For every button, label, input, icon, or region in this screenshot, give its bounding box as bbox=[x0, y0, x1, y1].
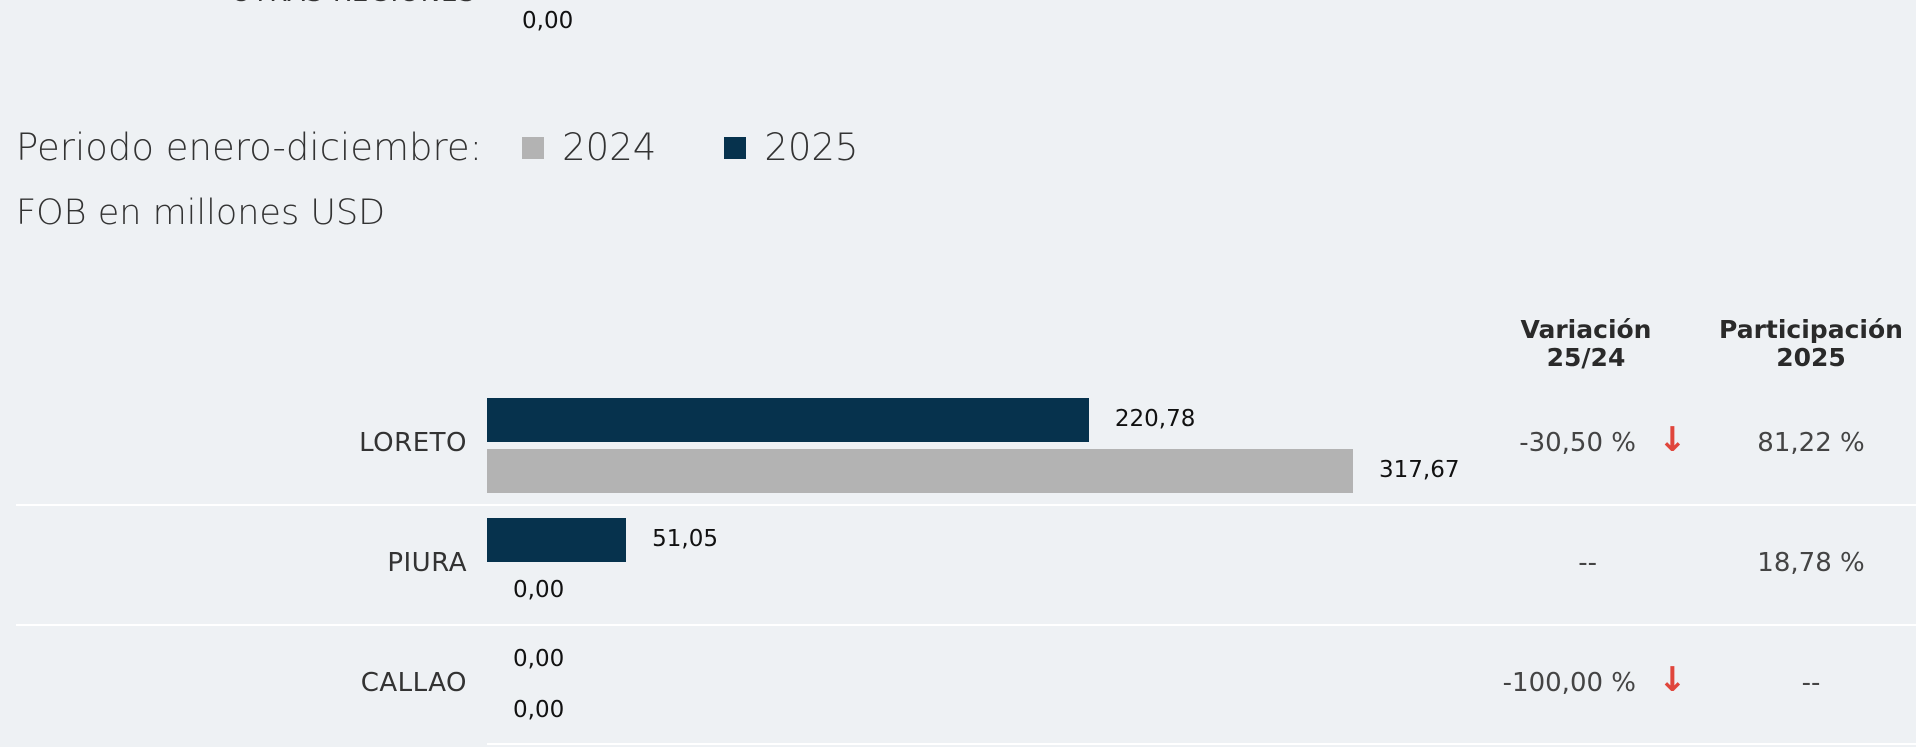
value-label-loreto-2025: 220,78 bbox=[1114, 406, 1196, 432]
row-separator bbox=[16, 504, 1916, 506]
value-label-piura-2024: 0,00 bbox=[513, 577, 565, 603]
chart-bottom-line bbox=[487, 743, 1916, 745]
variation-value-piura: -- bbox=[1578, 548, 1597, 578]
region-label-callao: CALLAO bbox=[360, 668, 467, 698]
participation-header-line1: Participación bbox=[1719, 315, 1903, 344]
value-label-loreto-2024: 317,67 bbox=[1379, 457, 1460, 483]
previous-region-value: 0,00 bbox=[522, 8, 574, 34]
row-separator bbox=[16, 624, 1916, 626]
previous-region-label: OTRAS REGIONES bbox=[231, 0, 476, 8]
bar-loreto-2024 bbox=[487, 449, 1353, 493]
bar-loreto-2025 bbox=[487, 398, 1089, 442]
variation-value-callao: -100,00 % bbox=[1502, 668, 1636, 698]
legend-item-2025: 2025 bbox=[724, 126, 858, 169]
variation-value-loreto: -30,50 % bbox=[1519, 428, 1636, 458]
legend-title: Periodo enero-diciembre: bbox=[16, 126, 483, 169]
variation-header-line1: Variación bbox=[1520, 315, 1652, 344]
region-label-loreto: LORETO bbox=[359, 428, 467, 458]
arrow-down-icon: ↓ bbox=[1658, 420, 1687, 460]
legend-swatch-2024 bbox=[522, 136, 545, 159]
legend-label-2024: 2024 bbox=[562, 126, 657, 169]
value-label-piura-2025: 51,05 bbox=[652, 526, 719, 552]
legend-label-2025: 2025 bbox=[764, 126, 859, 169]
variation-header: Variación 25/24 bbox=[1486, 316, 1686, 372]
participation-value-loreto: 81,22 % bbox=[1757, 428, 1865, 458]
participation-value-callao: -- bbox=[1801, 668, 1821, 698]
legend-item-2024: 2024 bbox=[522, 126, 656, 169]
participation-header: Participación 2025 bbox=[1711, 316, 1911, 372]
region-label-piura: PIURA bbox=[387, 548, 467, 578]
legend-swatch-2025 bbox=[724, 136, 747, 159]
bar-piura-2025 bbox=[487, 518, 627, 562]
arrow-down-icon: ↓ bbox=[1658, 660, 1687, 700]
participation-header-line2: 2025 bbox=[1776, 343, 1846, 372]
variation-header-line2: 25/24 bbox=[1546, 343, 1626, 372]
participation-value-piura: 18,78 % bbox=[1757, 548, 1865, 578]
value-label-callao-2025: 0,00 bbox=[513, 646, 565, 672]
value-label-callao-2024: 0,00 bbox=[513, 697, 565, 723]
legend: Periodo enero-diciembre: 2024 2025 bbox=[16, 126, 926, 169]
chart-subtitle: FOB en millones USD bbox=[16, 193, 386, 233]
